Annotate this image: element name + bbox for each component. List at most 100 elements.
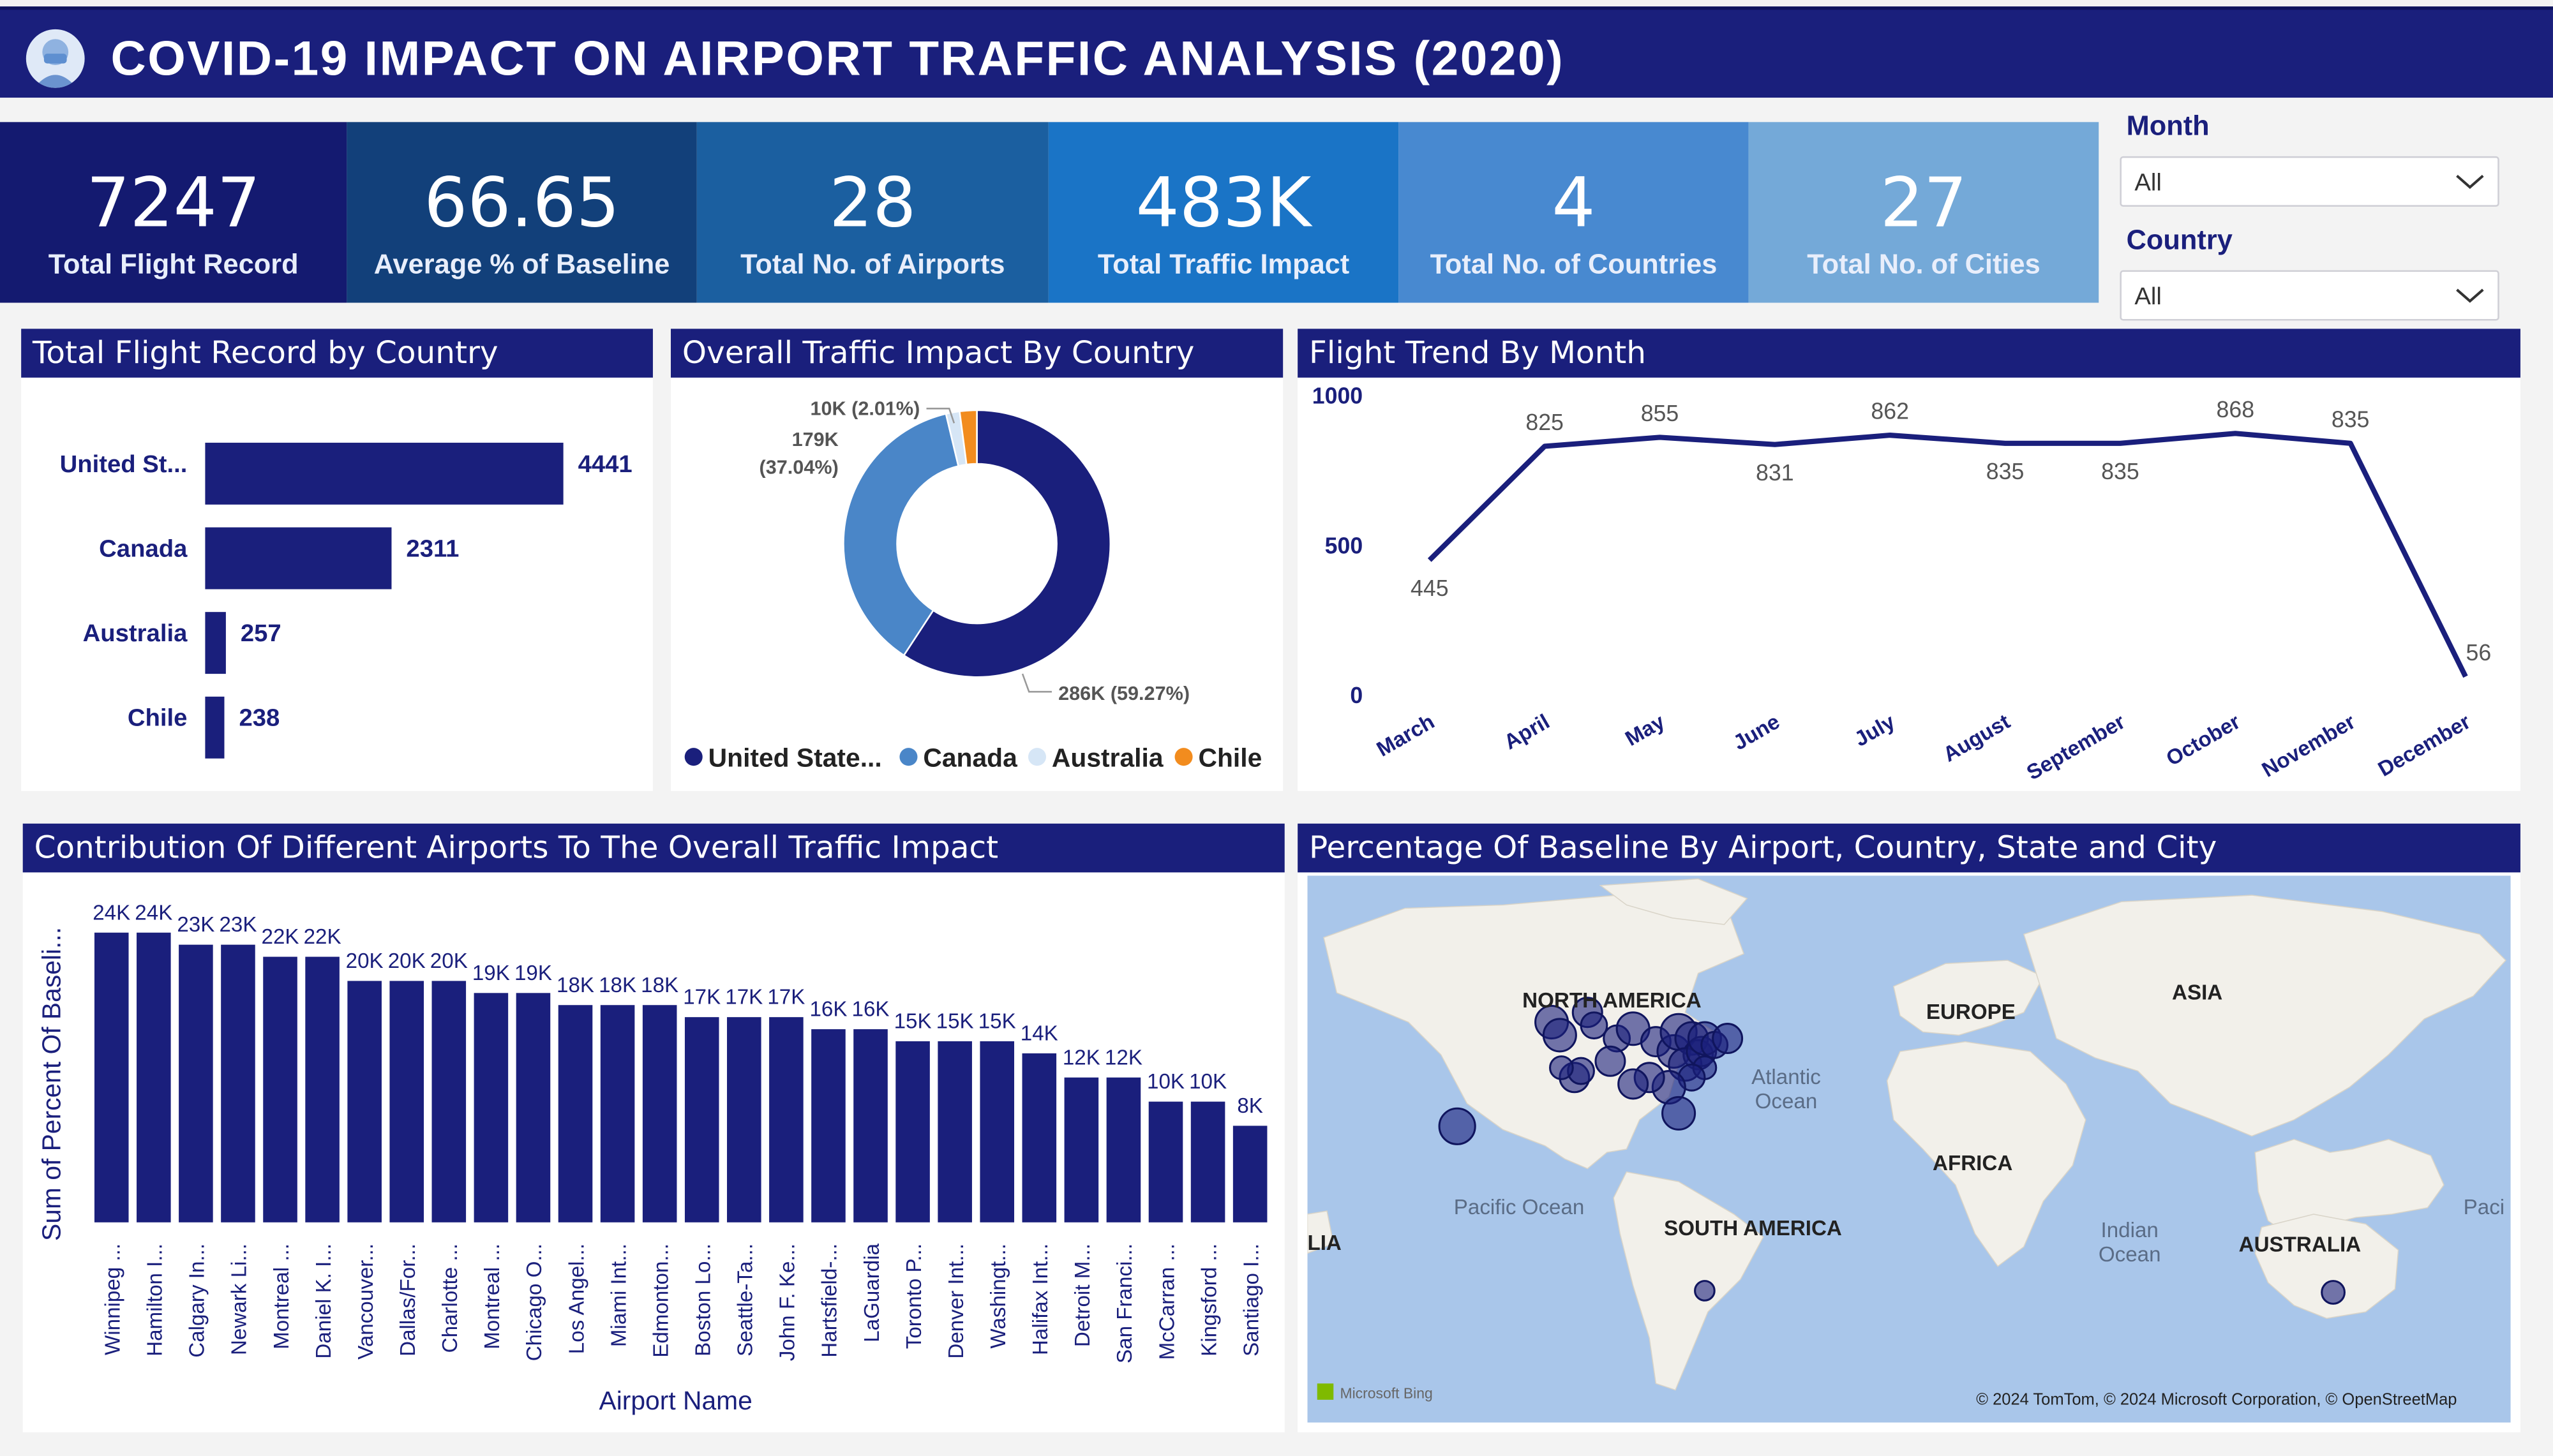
- bar-value-label: 257: [241, 620, 281, 647]
- panel-title: Overall Traffic Impact By Country: [671, 329, 1284, 378]
- world-map[interactable]: NORTH AMERICA EUROPE ASIA AFRICA SOUTH AMERI…: [1307, 875, 2511, 1423]
- x-tick-label: Edmonton...: [649, 1244, 673, 1358]
- x-tick-label: Winnipeg ...: [101, 1244, 124, 1355]
- x-tick-label: July: [1850, 709, 1899, 751]
- bar-value-label: 238: [239, 704, 280, 732]
- legend-marker: [684, 748, 703, 766]
- x-tick-label: Newark Li...: [228, 1244, 251, 1355]
- trend-line: [1427, 431, 2468, 678]
- bar-value-label: 10K: [1147, 1070, 1185, 1094]
- data-label: 862: [1871, 399, 1909, 424]
- bar-category-label: United St...: [60, 450, 188, 478]
- bar-value-label: 12K: [1063, 1046, 1100, 1069]
- asia: [2023, 895, 2507, 1137]
- bar: [811, 1029, 846, 1222]
- bar: [205, 442, 564, 505]
- x-tick-label: Kingsford ...: [1197, 1244, 1221, 1356]
- map-panel: Percentage Of Baseline By Airport, Count…: [1298, 823, 2520, 1432]
- airport-bubble: [1617, 1068, 1649, 1100]
- country-dropdown[interactable]: All: [2120, 270, 2499, 321]
- data-label: 855: [1641, 401, 1679, 426]
- donut-leader-line: [1021, 673, 1052, 693]
- legend-label: Chile: [1199, 743, 1262, 773]
- x-tick-label: November: [2258, 710, 2360, 782]
- land-masses: [1307, 878, 2507, 1391]
- airport-bubble: [1549, 1055, 1574, 1080]
- bar-value-label: 24K: [93, 901, 130, 925]
- bar: [137, 932, 171, 1222]
- bar: [1232, 1125, 1268, 1222]
- bar: [516, 993, 551, 1222]
- bar: [938, 1041, 972, 1222]
- flight-by-country-chart: United St... 4441 Canada 2311 Australia 257 Ch…: [60, 442, 633, 759]
- bar-category-label: Australia: [83, 620, 188, 647]
- bar: [263, 956, 297, 1222]
- legend-marker: [1028, 748, 1047, 766]
- continent-label: EUROPE: [1926, 1000, 2016, 1024]
- airport-bubble: [1542, 1018, 1577, 1053]
- panel-title: Contribution Of Different Airports To Th…: [22, 823, 1285, 873]
- bar-value-label: 17K: [767, 986, 805, 1009]
- x-tick-label: Charlotte ...: [438, 1244, 462, 1353]
- map-attribution: © 2024 TomTom, © 2024 Microsoft Corporat…: [1976, 1391, 2457, 1409]
- data-label: 831: [1756, 460, 1794, 486]
- bar: [1022, 1053, 1057, 1222]
- bar: [179, 944, 213, 1222]
- x-tick-label: John F. Ke...: [776, 1244, 800, 1361]
- kpi-value: 28: [829, 163, 917, 243]
- x-tick-label: April: [1500, 710, 1554, 755]
- airports-contribution-panel: Contribution Of Different Airports To Th…: [22, 823, 1285, 1432]
- bar-category-label: Canada: [99, 535, 188, 562]
- data-label: 835: [1986, 459, 2025, 484]
- data-label: 835: [2101, 459, 2139, 484]
- donut-data-label: 286K (59.27%): [1058, 683, 1190, 704]
- flight-trend-panel: Flight Trend By Month 0 500 1000 445 March 82…: [1298, 329, 2520, 791]
- x-tick-label: March: [1373, 710, 1439, 762]
- australia-west-edge: [1307, 1210, 1335, 1254]
- bar: [305, 956, 340, 1222]
- dashboard-header: COVID-19 IMPACT ON AIRPORT TRAFFIC ANALY…: [0, 6, 2553, 98]
- bar-value-label: 23K: [219, 913, 257, 937]
- bar: [221, 944, 255, 1222]
- x-tick-label: Daniel K. I...: [312, 1244, 336, 1359]
- kpi-label: Average % of Baseline: [373, 249, 670, 280]
- bar-value-label: 16K: [852, 998, 890, 1021]
- bar-value-label: 2311: [406, 535, 459, 562]
- continent-label: LIA: [1307, 1231, 1341, 1255]
- bar-value-label: 18K: [557, 974, 594, 997]
- bar-category-label: Chile: [128, 704, 188, 732]
- month-dropdown[interactable]: All: [2120, 156, 2499, 207]
- legend-marker: [899, 748, 918, 766]
- airports-contribution-chart: Sum of Percent Of Baseli... Airport Name 2…: [36, 901, 1268, 1415]
- chevron-down-icon: [2456, 174, 2484, 189]
- airport-bubble: [1594, 1045, 1626, 1077]
- donut-data-label: (37.04%): [760, 456, 839, 478]
- month-dropdown-value: All: [2134, 169, 2162, 197]
- europe: [1892, 960, 2044, 1036]
- greenland: [1599, 878, 1748, 925]
- bar-value-label: 8K: [1237, 1094, 1263, 1118]
- bar-value-label: 17K: [683, 986, 721, 1009]
- bar-value-label: 15K: [936, 1010, 974, 1034]
- bar-value-label: 24K: [135, 901, 172, 925]
- country-dropdown-value: All: [2134, 283, 2162, 311]
- bar: [347, 981, 382, 1222]
- bar: [684, 1017, 719, 1222]
- bar-value-label: 16K: [809, 998, 847, 1021]
- bar-value-label: 12K: [1105, 1046, 1142, 1069]
- legend-label: Canada: [923, 743, 1017, 773]
- bar: [205, 527, 392, 590]
- bar-value-label: 23K: [177, 913, 214, 937]
- x-tick-label: Montreal ...: [481, 1244, 504, 1349]
- donut-data-label: 10K (2.01%): [810, 398, 920, 420]
- legend-label: United State...: [708, 743, 882, 773]
- panel-title: Total Flight Record by Country: [21, 329, 653, 378]
- australia-land: [2254, 1214, 2399, 1319]
- continent-label: SOUTH AMERICA: [1664, 1217, 1842, 1240]
- bar: [1148, 1101, 1183, 1222]
- x-tick-label: San Franci...: [1113, 1244, 1137, 1363]
- bing-logo-icon: [1317, 1383, 1334, 1400]
- donut-slice: [902, 409, 1111, 678]
- y-tick-label: 500: [1325, 533, 1363, 558]
- ocean-label: Atlantic: [1751, 1066, 1821, 1089]
